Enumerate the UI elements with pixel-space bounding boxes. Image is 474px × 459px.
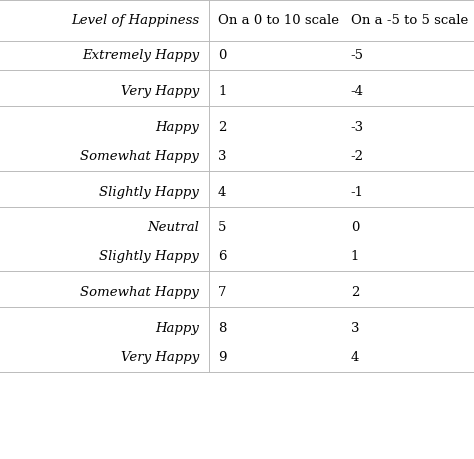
Text: Somewhat Happy: Somewhat Happy (80, 150, 199, 163)
Text: 6: 6 (218, 250, 227, 263)
Text: 0: 0 (218, 49, 227, 62)
Text: Level of Happiness: Level of Happiness (71, 14, 199, 27)
Text: 4: 4 (351, 351, 359, 364)
Text: On a -5 to 5 scale: On a -5 to 5 scale (351, 14, 468, 27)
Text: 2: 2 (218, 121, 227, 134)
Text: Slightly Happy: Slightly Happy (99, 250, 199, 263)
Text: Very Happy: Very Happy (121, 351, 199, 364)
Text: -3: -3 (351, 121, 364, 134)
Text: Very Happy: Very Happy (121, 85, 199, 98)
Text: -5: -5 (351, 49, 364, 62)
Text: 9: 9 (218, 351, 227, 364)
Text: On a 0 to 10 scale: On a 0 to 10 scale (218, 14, 339, 27)
Text: -2: -2 (351, 150, 364, 163)
Text: 1: 1 (351, 250, 359, 263)
Text: -1: -1 (351, 185, 364, 199)
Text: -4: -4 (351, 85, 364, 98)
Text: Happy: Happy (155, 322, 199, 335)
Text: 1: 1 (218, 85, 227, 98)
Text: 3: 3 (351, 322, 359, 335)
Text: Happy: Happy (155, 121, 199, 134)
Text: 5: 5 (218, 221, 227, 235)
Text: Extremely Happy: Extremely Happy (82, 49, 199, 62)
Text: 3: 3 (218, 150, 227, 163)
Text: 2: 2 (351, 286, 359, 299)
Text: Somewhat Happy: Somewhat Happy (80, 286, 199, 299)
Text: 7: 7 (218, 286, 227, 299)
Text: 8: 8 (218, 322, 227, 335)
Text: 0: 0 (351, 221, 359, 235)
Text: 4: 4 (218, 185, 227, 199)
Text: Slightly Happy: Slightly Happy (99, 185, 199, 199)
Text: Neutral: Neutral (147, 221, 199, 235)
